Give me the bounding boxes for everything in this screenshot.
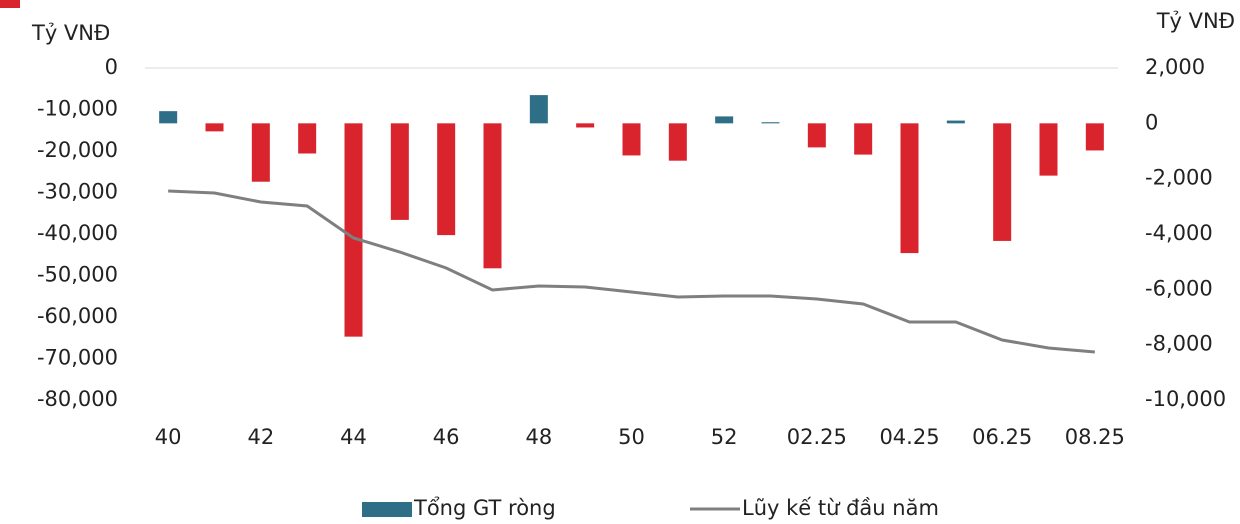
y2-tick-label: -2,000	[1145, 166, 1213, 190]
x-tick-label: 04.25	[879, 425, 939, 449]
bar	[946, 120, 965, 124]
bar	[437, 123, 456, 236]
bar	[993, 123, 1012, 241]
y2-tick-label: -6,000	[1145, 276, 1213, 300]
y-tick-label: -60,000	[37, 304, 118, 328]
bar	[854, 123, 873, 155]
legend-swatch	[362, 502, 412, 517]
y2-tick-label: -8,000	[1145, 332, 1213, 356]
y-tick-label: -10,000	[37, 97, 118, 121]
bar	[483, 123, 502, 269]
y-tick-label: -70,000	[37, 346, 118, 370]
x-tick-label: 42	[247, 425, 274, 449]
line	[168, 189, 1095, 354]
bar	[344, 123, 363, 337]
bar	[390, 123, 409, 220]
y2-tick-label: -4,000	[1145, 221, 1213, 245]
bar	[298, 123, 317, 154]
y-tick-label: -40,000	[37, 221, 118, 245]
bar	[668, 123, 687, 161]
bar	[251, 123, 270, 182]
y-tick-label: -50,000	[37, 263, 118, 287]
legend-label: Lũy kế từ đầu năm	[742, 496, 939, 520]
x-tick-label: 52	[711, 425, 738, 449]
legend-label: Tổng GT ròng	[413, 496, 556, 520]
bar	[576, 123, 595, 128]
y-tick-label: -80,000	[37, 387, 118, 411]
bar	[715, 116, 734, 124]
y2-axis-label: Tỷ VNĐ	[1156, 9, 1235, 33]
y2-tick-label: 2,000	[1145, 55, 1205, 79]
bar	[1039, 123, 1058, 176]
x-tick-label: 44	[340, 425, 367, 449]
x-tick-label: 02.25	[787, 425, 847, 449]
bar	[761, 122, 780, 124]
bar	[900, 123, 919, 254]
x-tick-label: 50	[618, 425, 645, 449]
x-tick-label: 48	[525, 425, 552, 449]
bar	[807, 123, 826, 148]
bar	[1085, 123, 1104, 151]
x-tick-label: 06.25	[972, 425, 1032, 449]
y2-tick-label: -10,000	[1145, 387, 1226, 411]
y-tick-label: 0	[105, 55, 118, 79]
bar	[529, 95, 548, 124]
y2-tick-label: 0	[1145, 110, 1158, 134]
x-tick-label: 40	[155, 425, 182, 449]
x-tick-label: 08.25	[1065, 425, 1125, 449]
bar	[205, 123, 224, 132]
bar	[159, 111, 178, 124]
y-axis-label: Tỷ VNĐ	[31, 21, 110, 45]
y-tick-label: -20,000	[37, 138, 118, 162]
decoration	[0, 0, 20, 8]
x-tick-label: 46	[433, 425, 460, 449]
y-tick-label: -30,000	[37, 180, 118, 204]
bar	[622, 123, 641, 156]
